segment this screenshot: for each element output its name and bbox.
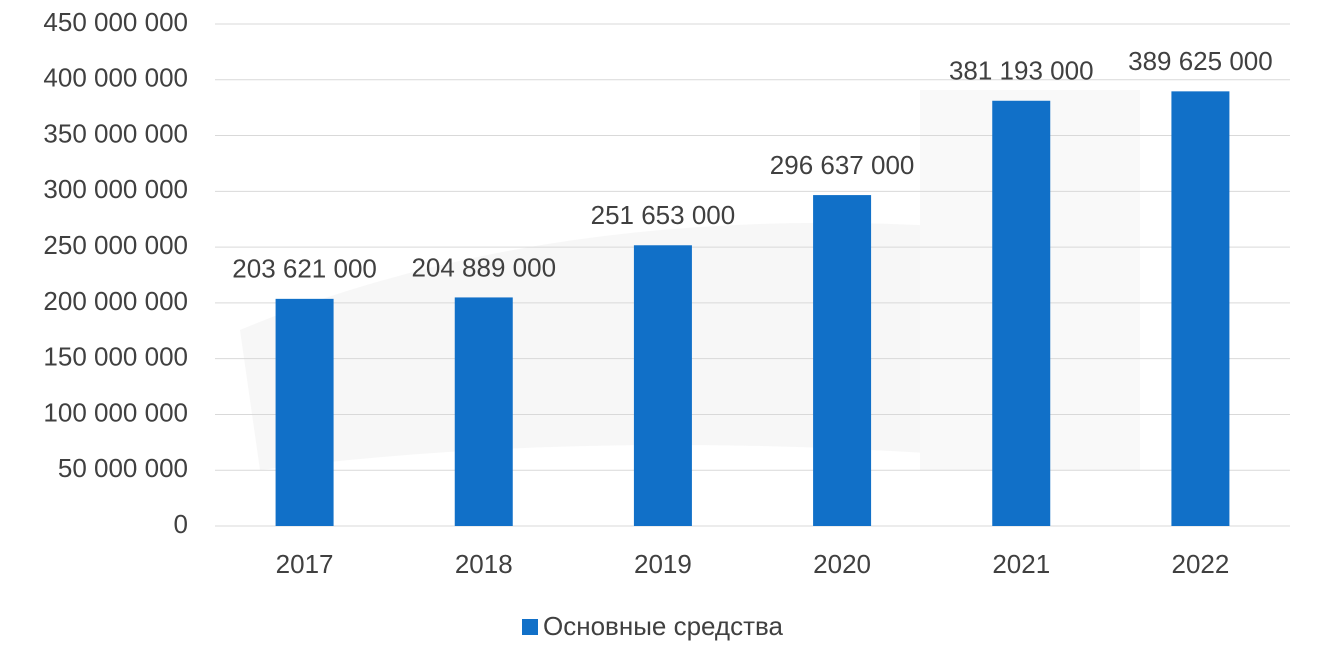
bar [275, 298, 334, 526]
y-tick-label: 200 000 000 [43, 286, 188, 316]
data-label: 204 889 000 [411, 252, 556, 282]
y-tick-label: 100 000 000 [43, 397, 188, 427]
x-tick-label: 2020 [813, 549, 871, 579]
data-label: 381 193 000 [949, 56, 1094, 86]
data-label: 389 625 000 [1128, 46, 1273, 76]
y-tick-label: 350 000 000 [43, 118, 188, 148]
x-tick-label: 2021 [992, 549, 1050, 579]
legend-label: Основные средства [543, 611, 784, 641]
bar [633, 245, 692, 527]
data-label: 251 653 000 [591, 200, 736, 230]
y-tick-label: 400 000 000 [43, 63, 188, 93]
y-tick-label: 250 000 000 [43, 230, 188, 260]
y-tick-label: 450 000 000 [43, 7, 188, 37]
y-tick-label: 0 [174, 509, 188, 539]
bar [992, 100, 1051, 527]
y-tick-label: 150 000 000 [43, 342, 188, 372]
bar [1171, 91, 1230, 526]
x-tick-label: 2022 [1171, 549, 1229, 579]
data-label: 203 621 000 [232, 254, 377, 284]
y-tick-label: 50 000 000 [58, 453, 188, 483]
x-tick-label: 2019 [634, 549, 692, 579]
y-tick-label: 300 000 000 [43, 174, 188, 204]
data-label: 296 637 000 [770, 150, 915, 180]
bar [813, 195, 872, 526]
x-tick-label: 2018 [455, 549, 513, 579]
legend-swatch [522, 619, 538, 635]
bar [454, 297, 513, 526]
x-tick-label: 2017 [276, 549, 334, 579]
